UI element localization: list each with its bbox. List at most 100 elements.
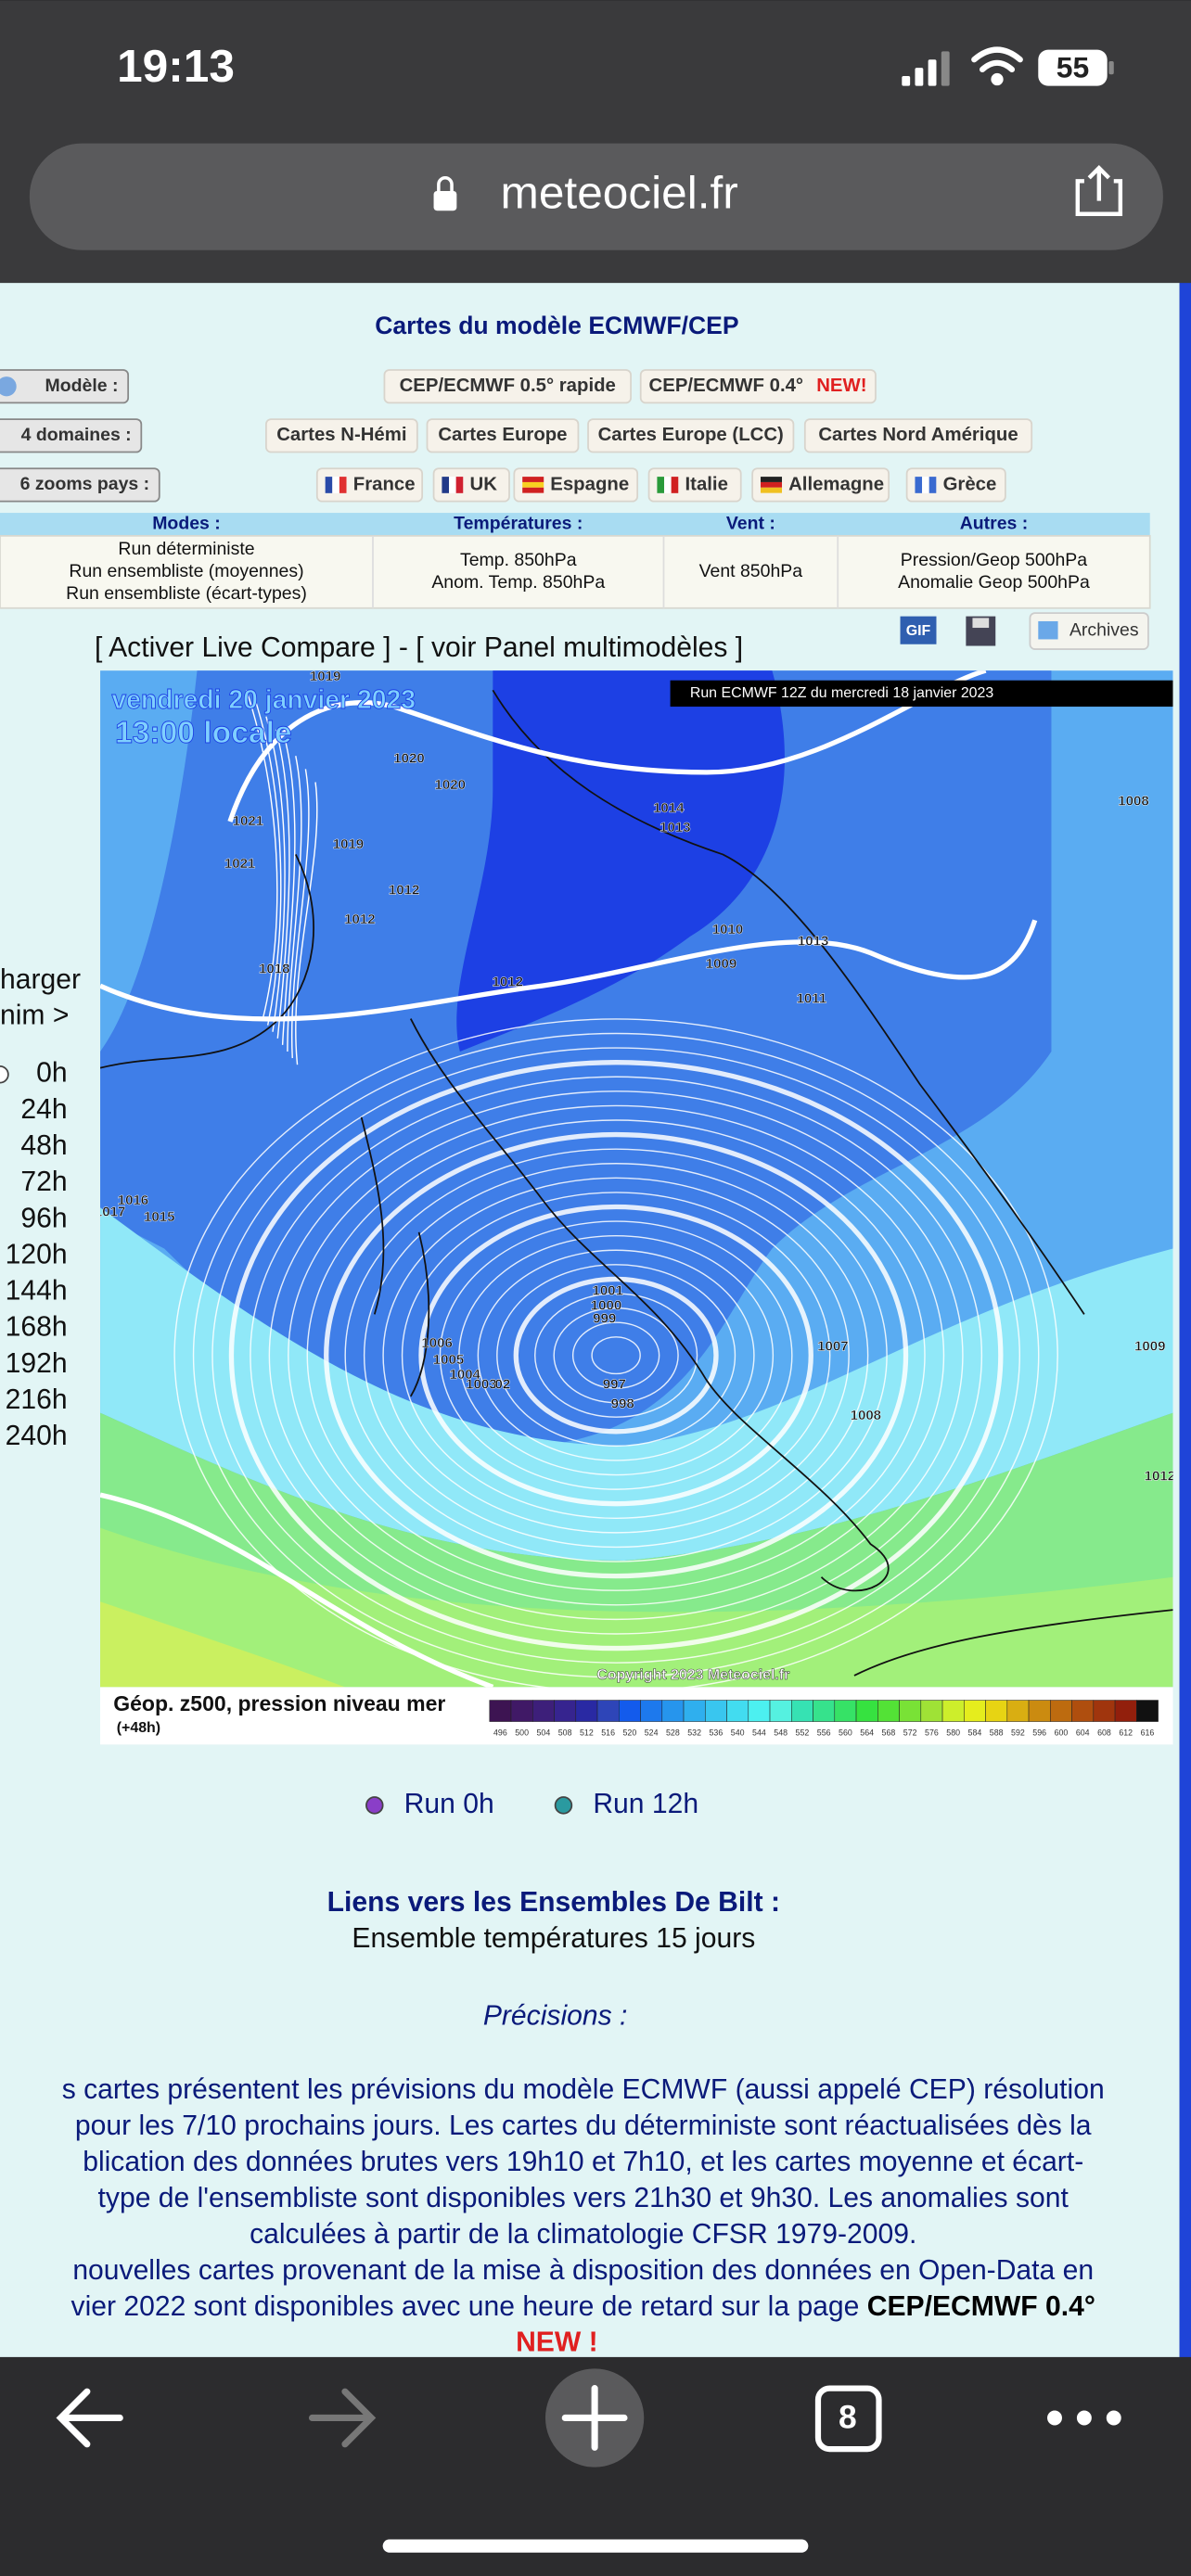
paragraph-line: s cartes présentent les prévisions du mo…	[62, 2074, 1105, 2105]
country-button[interactable]	[513, 467, 639, 503]
colorbar-swatch	[489, 1700, 512, 1722]
table-header-cell: Modes :	[152, 514, 221, 534]
save-icon[interactable]	[966, 616, 996, 646]
hour-link[interactable]: 192h	[6, 1348, 68, 1379]
colorbar-label: 532	[687, 1728, 701, 1737]
isobar-label: 1005	[433, 1352, 464, 1368]
links-title: Liens vers les Ensembles De Bilt :	[327, 1887, 780, 1918]
hour-link[interactable]: 240h	[6, 1421, 68, 1451]
hour-link[interactable]: 144h	[6, 1276, 68, 1307]
table-link[interactable]: Anom. Temp. 850hPa	[431, 572, 605, 593]
flag	[760, 477, 783, 482]
row-label: 4 domaines :	[21, 425, 132, 445]
table-link[interactable]: Anomalie Geop 500hPa	[898, 572, 1090, 593]
isobar-label: 1019	[310, 669, 340, 684]
isobar-label: 1016	[118, 1192, 148, 1208]
page-title: Cartes du modèle ECMWF/CEP	[375, 312, 738, 339]
run-link[interactable]: Run 0h	[404, 1789, 494, 1819]
flag	[760, 481, 783, 488]
domain-button-label: Cartes Nord Amérique	[818, 425, 1018, 445]
country-button[interactable]	[751, 467, 890, 503]
colorbar-label: 564	[860, 1728, 874, 1737]
url-bar[interactable]	[29, 143, 1163, 250]
colorbar-swatch	[640, 1700, 663, 1722]
colorbar-swatch	[964, 1700, 986, 1722]
domain-button[interactable]	[587, 418, 795, 453]
domain-button[interactable]	[426, 418, 580, 453]
domain-button-label: Cartes Europe	[438, 425, 567, 445]
isobar-label: 1012	[1145, 1469, 1175, 1485]
forward-button[interactable]	[308, 2388, 377, 2448]
run-radio[interactable]	[365, 1796, 384, 1815]
colorbar-label: 504	[537, 1728, 551, 1737]
colorbar-label: 544	[752, 1728, 766, 1737]
isobar-label: 1012	[344, 912, 375, 927]
table-link[interactable]: Run ensembliste (écart-types)	[66, 583, 307, 604]
hour-link[interactable]: 120h	[6, 1239, 68, 1269]
hour-link[interactable]: 96h	[20, 1203, 67, 1233]
isobar	[418, 1204, 813, 1507]
isobar-label: 1008	[1118, 794, 1148, 810]
isobar	[458, 1234, 775, 1476]
isobar	[295, 782, 318, 1065]
table-link[interactable]: Run déterministe	[118, 539, 254, 559]
colorbar-swatch	[899, 1700, 922, 1722]
country-button-label: Espagne	[550, 474, 629, 494]
hour-link[interactable]: 216h	[6, 1384, 68, 1415]
isobar	[439, 1220, 793, 1490]
signal-icon	[902, 51, 950, 86]
colorbar-swatch	[877, 1700, 900, 1722]
domain-button[interactable]	[265, 418, 418, 453]
colorbar-label: 588	[990, 1728, 1004, 1737]
inline-link[interactable]: CEP/ECMWF 0.4°	[867, 2291, 1095, 2322]
hour-link[interactable]: 48h	[20, 1130, 67, 1161]
table-link[interactable]: Run ensembliste (moyennes)	[69, 561, 303, 581]
link[interactable]: Ensemble températures 15 jours	[352, 1923, 755, 1954]
map-lead: (+48h)	[117, 1720, 160, 1736]
back-button[interactable]	[56, 2388, 123, 2448]
flag	[455, 477, 464, 493]
model-button-label: CEP/ECMWF 0.5° rapide	[400, 376, 616, 396]
hour-link[interactable]: 168h	[6, 1312, 68, 1343]
hour-link[interactable]: 24h	[20, 1094, 67, 1125]
label-box	[0, 418, 143, 453]
colorbar-swatch	[1028, 1700, 1051, 1722]
colorbar-swatch	[748, 1700, 771, 1722]
domain-button[interactable]	[803, 418, 1033, 453]
model-button[interactable]	[383, 369, 632, 404]
share-button[interactable]	[1075, 165, 1123, 216]
run-radio[interactable]	[554, 1796, 573, 1815]
sidebar-text: harger	[0, 964, 81, 995]
table-link[interactable]: Temp. 850hPa	[460, 550, 577, 570]
isobar	[382, 1177, 850, 1534]
hour-radio[interactable]	[0, 1065, 9, 1084]
archives-button[interactable]	[1029, 612, 1149, 650]
isobar-label: 1009	[706, 956, 736, 972]
tabs-button[interactable]	[814, 2385, 882, 2453]
colorbar-label: 508	[558, 1728, 572, 1737]
flag	[325, 477, 333, 493]
isobar	[265, 716, 286, 1032]
battery	[1038, 49, 1108, 86]
model-button[interactable]	[639, 369, 877, 404]
table-link[interactable]: Pression/Geop 500hPa	[901, 550, 1087, 570]
hour-link[interactable]: 0h	[36, 1058, 67, 1089]
colorbar-swatch	[596, 1700, 620, 1722]
flag	[928, 477, 937, 493]
gif-button[interactable]	[900, 616, 937, 644]
isobar	[571, 1321, 660, 1389]
isobar	[281, 742, 296, 1045]
country-button-label: France	[353, 474, 416, 494]
wifi-icon	[971, 46, 1023, 86]
flag	[671, 477, 679, 493]
isobar	[192, 1032, 1040, 1678]
more-button[interactable]	[1047, 2410, 1121, 2426]
compare-links[interactable]: [ Activer Live Compare ] - [ voir Panel …	[95, 632, 743, 663]
table-link[interactable]: Vent 850hPa	[699, 561, 803, 581]
hour-link[interactable]: 72h	[20, 1167, 67, 1197]
row-label: 6 zooms pays :	[20, 474, 150, 494]
table-header	[0, 513, 1150, 536]
run-link[interactable]: Run 12h	[593, 1789, 698, 1819]
colorbar-swatch	[705, 1700, 727, 1722]
paragraph-line: pour les 7/10 prochains jours. Les carte…	[75, 2111, 1092, 2141]
